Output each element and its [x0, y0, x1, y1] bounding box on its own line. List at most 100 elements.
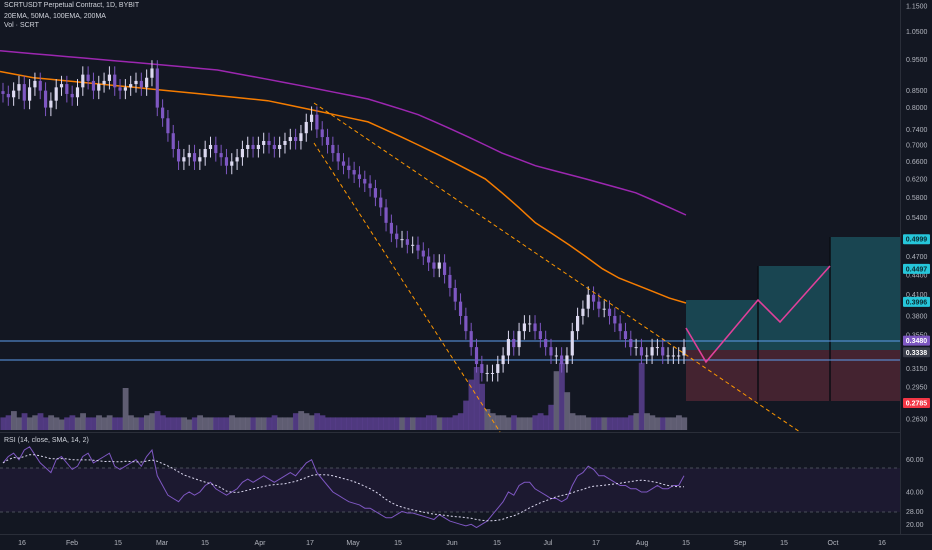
rsi-signal-line[interactable]: [2, 454, 685, 522]
candle[interactable]: [283, 132, 287, 154]
ma-legend[interactable]: 20EMA, 50MA, 100EMA, 200MA: [4, 13, 106, 20]
candle[interactable]: [309, 106, 314, 131]
lower-wedge-line[interactable]: [313, 142, 501, 433]
candle[interactable]: [182, 148, 186, 170]
candle[interactable]: [421, 242, 425, 266]
candle[interactable]: [145, 69, 149, 96]
candle[interactable]: [54, 79, 58, 110]
candle[interactable]: [506, 330, 511, 364]
candle[interactable]: [453, 279, 457, 311]
candle[interactable]: [469, 322, 473, 356]
candle[interactable]: [214, 136, 218, 162]
candle[interactable]: [458, 293, 463, 325]
candle[interactable]: [198, 148, 202, 170]
candle[interactable]: [533, 315, 537, 340]
candle[interactable]: [22, 75, 26, 110]
candle[interactable]: [70, 85, 74, 106]
candle[interactable]: [262, 132, 266, 154]
ma-200-line[interactable]: [0, 50, 687, 216]
candle[interactable]: [33, 72, 37, 96]
candle[interactable]: [528, 315, 532, 332]
candle[interactable]: [129, 75, 133, 96]
candle[interactable]: [49, 92, 53, 117]
candle[interactable]: [634, 338, 638, 356]
candle[interactable]: [176, 140, 181, 170]
candle[interactable]: [192, 144, 197, 170]
candle[interactable]: [304, 113, 308, 142]
candle[interactable]: [496, 355, 500, 382]
candle[interactable]: [448, 266, 452, 297]
candle[interactable]: [607, 300, 612, 325]
candle[interactable]: [575, 307, 580, 340]
candle[interactable]: [347, 157, 351, 179]
candle[interactable]: [432, 254, 436, 278]
candle[interactable]: [512, 330, 516, 356]
candle[interactable]: [123, 79, 127, 100]
candle[interactable]: [671, 347, 675, 364]
candle[interactable]: [427, 248, 431, 272]
candle[interactable]: [442, 254, 447, 284]
candle[interactable]: [1, 82, 5, 103]
candle[interactable]: [682, 338, 686, 364]
candle[interactable]: [299, 124, 303, 150]
candle[interactable]: [677, 347, 681, 364]
candle[interactable]: [613, 307, 617, 332]
loss-zone[interactable]: [686, 350, 900, 401]
candle[interactable]: [560, 347, 564, 373]
candle[interactable]: [166, 110, 170, 142]
candle[interactable]: [150, 60, 154, 87]
candle[interactable]: [251, 136, 255, 158]
symbol-title[interactable]: SCRTUSDT Perpetual Contract, 1D, BYBIT: [4, 2, 140, 9]
candle[interactable]: [485, 364, 489, 382]
candle[interactable]: [272, 136, 276, 158]
candle[interactable]: [341, 153, 346, 175]
candle[interactable]: [91, 72, 96, 100]
candle[interactable]: [389, 214, 393, 243]
candle[interactable]: [81, 66, 85, 96]
rsi-legend[interactable]: RSI (14, close, SMA, 14, 2): [4, 437, 89, 444]
volume-legend[interactable]: Vol · SCRT: [4, 22, 39, 29]
candlesticks[interactable]: [1, 60, 686, 382]
candle[interactable]: [581, 300, 585, 325]
candle[interactable]: [623, 322, 628, 348]
candle[interactable]: [554, 347, 558, 364]
candle[interactable]: [113, 66, 117, 96]
candle[interactable]: [161, 99, 165, 127]
candle[interactable]: [538, 322, 542, 348]
candle[interactable]: [97, 75, 101, 100]
candle[interactable]: [602, 300, 606, 318]
candle[interactable]: [474, 338, 479, 373]
candle[interactable]: [650, 338, 654, 364]
candle[interactable]: [639, 338, 644, 364]
candle[interactable]: [586, 286, 590, 318]
candle[interactable]: [203, 140, 207, 166]
candle[interactable]: [501, 347, 505, 373]
candle[interactable]: [480, 355, 484, 382]
candle[interactable]: [118, 79, 122, 100]
candle[interactable]: [544, 330, 548, 356]
candle[interactable]: [155, 60, 159, 117]
candle[interactable]: [661, 338, 665, 364]
candle[interactable]: [490, 364, 495, 382]
profit-zone-1[interactable]: [686, 300, 758, 350]
candle[interactable]: [363, 170, 367, 193]
candle[interactable]: [75, 79, 80, 106]
candle[interactable]: [597, 293, 601, 318]
candle[interactable]: [43, 82, 48, 117]
candle[interactable]: [384, 199, 388, 232]
candle[interactable]: [294, 128, 298, 150]
candle[interactable]: [416, 236, 420, 260]
candle[interactable]: [240, 140, 245, 166]
profit-zone-3[interactable]: [830, 237, 900, 350]
candle[interactable]: [246, 136, 250, 158]
candle[interactable]: [187, 144, 191, 166]
candle[interactable]: [655, 338, 659, 356]
candle[interactable]: [400, 230, 404, 248]
candle[interactable]: [12, 82, 16, 106]
candle[interactable]: [368, 175, 372, 197]
candle[interactable]: [65, 75, 69, 103]
candle[interactable]: [629, 330, 633, 356]
candle[interactable]: [373, 179, 378, 207]
candle[interactable]: [171, 124, 175, 158]
